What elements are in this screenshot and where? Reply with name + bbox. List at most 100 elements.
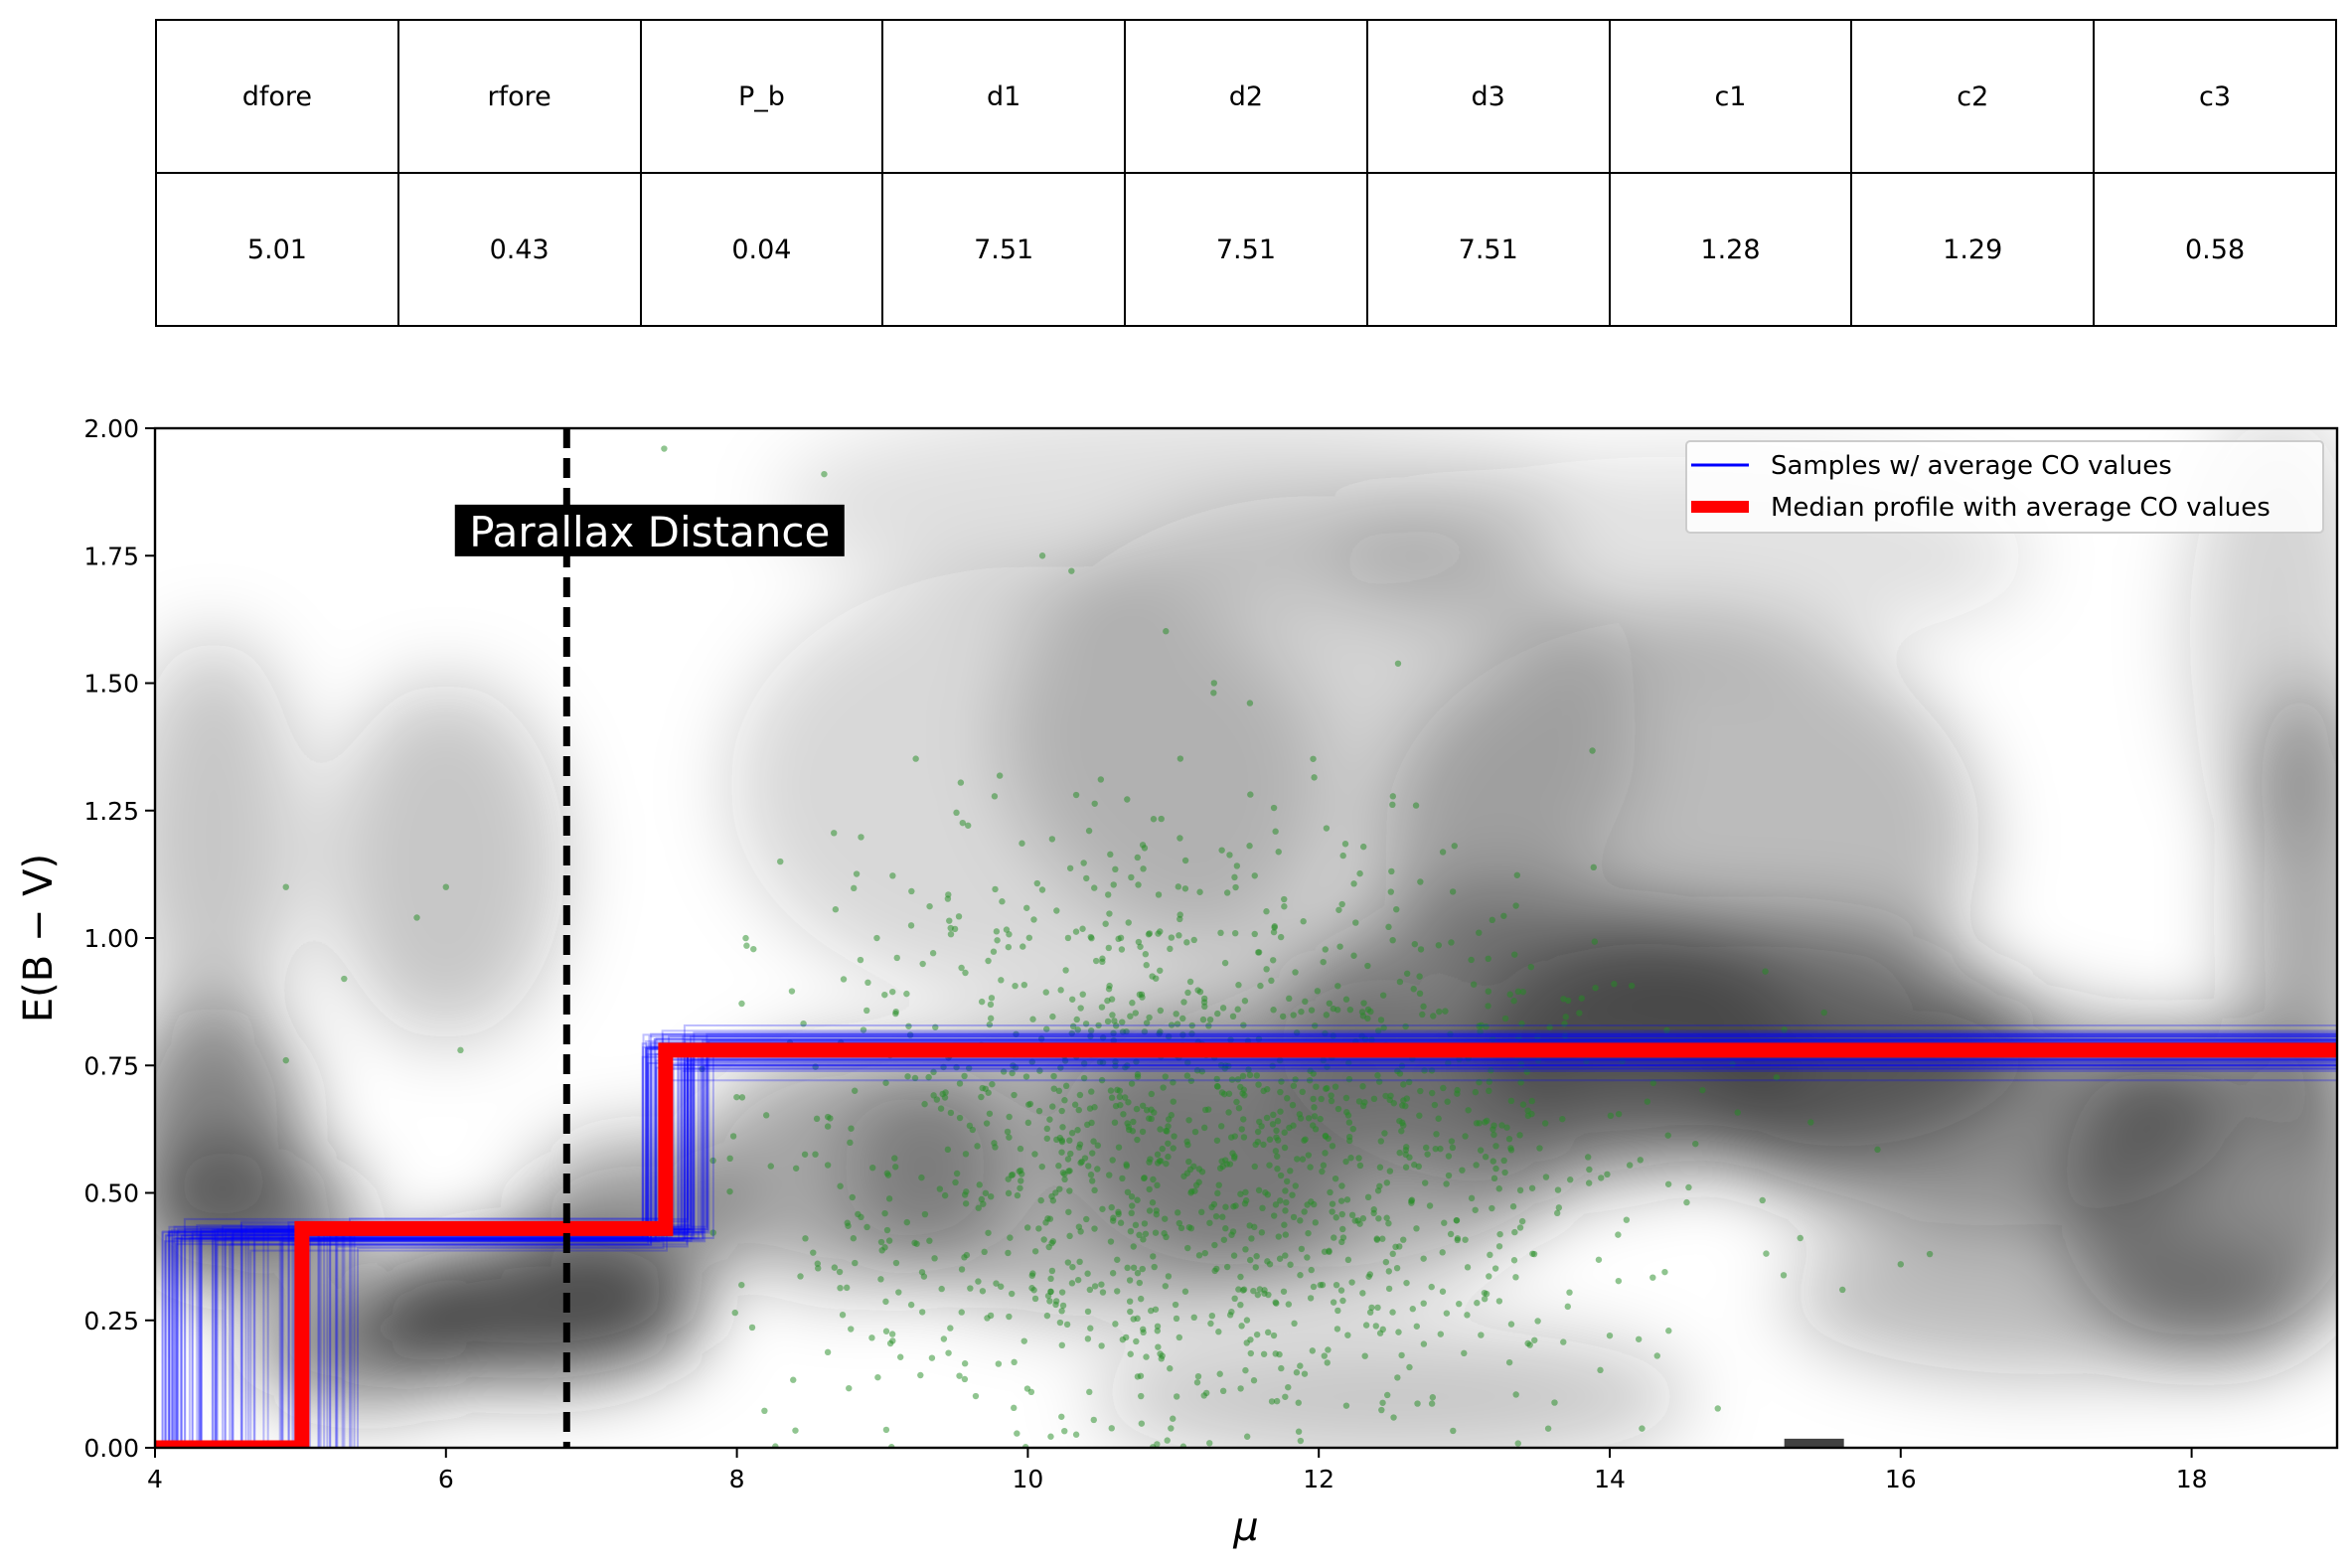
scatter-point [1056, 1319, 1064, 1327]
scatter-point [1346, 1137, 1353, 1145]
density-blob [526, 1139, 745, 1299]
scatter-point [1503, 1124, 1510, 1131]
scatter-point [1115, 1210, 1122, 1218]
scatter-point [1128, 1193, 1136, 1200]
scatter-point [1128, 873, 1135, 881]
scatter-point [1482, 1154, 1490, 1161]
scatter-point [1334, 1307, 1341, 1315]
scatter-point [1210, 680, 1217, 687]
scatter-point [1005, 1189, 1013, 1197]
scatter-point [1154, 1181, 1161, 1189]
scatter-point [1276, 1350, 1283, 1358]
scatter-point [1148, 1307, 1155, 1315]
scatter-point [1416, 973, 1423, 980]
scatter-point [1134, 1196, 1141, 1203]
y-tick-label: 0.75 [83, 1051, 139, 1080]
scatter-point [1250, 1287, 1257, 1295]
scatter-point [1191, 1187, 1198, 1194]
x-tick-label: 6 [438, 1465, 454, 1493]
scatter-point [1158, 815, 1165, 823]
scatter-point [1170, 1098, 1176, 1105]
scatter-point [1333, 1326, 1341, 1333]
scatter-point [1348, 1279, 1355, 1286]
scatter-point [1239, 1072, 1247, 1080]
scatter-point [1179, 1015, 1186, 1022]
scatter-point [1074, 1026, 1081, 1033]
scatter-point [1302, 1136, 1309, 1143]
scatter-point [1058, 1289, 1066, 1296]
scatter-point [1277, 1197, 1284, 1204]
scatter-point [989, 1080, 996, 1088]
scatter-point [731, 1309, 738, 1317]
scatter-point [709, 1229, 716, 1236]
scatter-point [1435, 942, 1443, 949]
scatter-point [1232, 883, 1239, 891]
scatter-point [1417, 878, 1424, 885]
scatter-point [1368, 1036, 1375, 1043]
scatter-point [1199, 1016, 1207, 1023]
scatter-point [837, 1182, 844, 1189]
scatter-point [937, 1105, 945, 1112]
scatter-point [1692, 1140, 1699, 1148]
x-tick-label: 14 [1594, 1465, 1626, 1493]
scatter-point [1233, 862, 1241, 869]
scatter-point [956, 1114, 964, 1122]
scatter-point [1287, 1168, 1294, 1175]
scatter-point [1447, 1030, 1454, 1037]
scatter-point [1071, 1101, 1079, 1108]
scatter-point [1734, 1109, 1741, 1116]
scatter-point [1167, 1365, 1174, 1372]
scatter-point [926, 1237, 933, 1244]
scatter-point [1488, 1067, 1494, 1074]
scatter-point [1348, 1211, 1356, 1219]
scatter-point [1477, 1027, 1484, 1035]
scatter-point [1146, 1159, 1153, 1166]
scatter-point [1260, 1350, 1268, 1357]
scatter-point [1389, 936, 1396, 944]
scatter-point [1109, 1157, 1116, 1164]
scatter-point [1151, 1109, 1158, 1116]
scatter-point [1059, 1170, 1067, 1176]
scatter-point [936, 1185, 944, 1192]
scatter-point [1198, 1169, 1206, 1176]
scatter-point [1162, 1283, 1170, 1290]
scatter-point [1074, 1276, 1082, 1284]
scatter-point [1451, 843, 1458, 850]
scatter-point [1319, 1168, 1326, 1176]
scatter-point [881, 1244, 888, 1251]
scatter-point [996, 772, 1004, 779]
annotation-text: Parallax Distance [469, 508, 830, 556]
scatter-point [738, 1281, 745, 1289]
scatter-point [1242, 1188, 1249, 1196]
scatter-point [1098, 1281, 1105, 1288]
y-tick-label: 0.50 [83, 1179, 139, 1208]
scatter-point [1337, 1287, 1345, 1294]
scatter-point [1087, 1027, 1095, 1034]
scatter-point [1245, 1066, 1252, 1073]
scatter-point [1276, 1255, 1284, 1262]
scatter-point [1420, 1300, 1427, 1307]
scatter-point [1040, 1236, 1047, 1243]
scatter-point [1410, 986, 1417, 993]
scatter-point [1138, 1420, 1146, 1427]
scatter-point [1324, 1359, 1331, 1366]
scatter-point [1185, 1158, 1192, 1166]
scatter-point [1297, 1217, 1304, 1224]
scatter-point [1517, 1060, 1525, 1068]
scatter-point [947, 1325, 954, 1332]
scatter-point [1683, 1198, 1690, 1206]
scatter-point [1029, 1270, 1036, 1277]
scatter-point [848, 1326, 855, 1333]
scatter-point [1020, 981, 1028, 989]
scatter-point [1295, 1428, 1303, 1435]
scatter-point [1323, 825, 1331, 832]
scatter-point [1046, 1215, 1054, 1222]
scatter-point [1361, 1035, 1369, 1042]
scatter-point [1560, 1338, 1567, 1345]
sample-line [155, 1064, 2337, 1448]
scatter-point [1412, 802, 1420, 809]
scatter-point [1307, 1295, 1315, 1302]
scatter-point [1345, 1075, 1353, 1083]
scatter-point [1217, 1123, 1225, 1130]
scatter-point [918, 1174, 925, 1181]
